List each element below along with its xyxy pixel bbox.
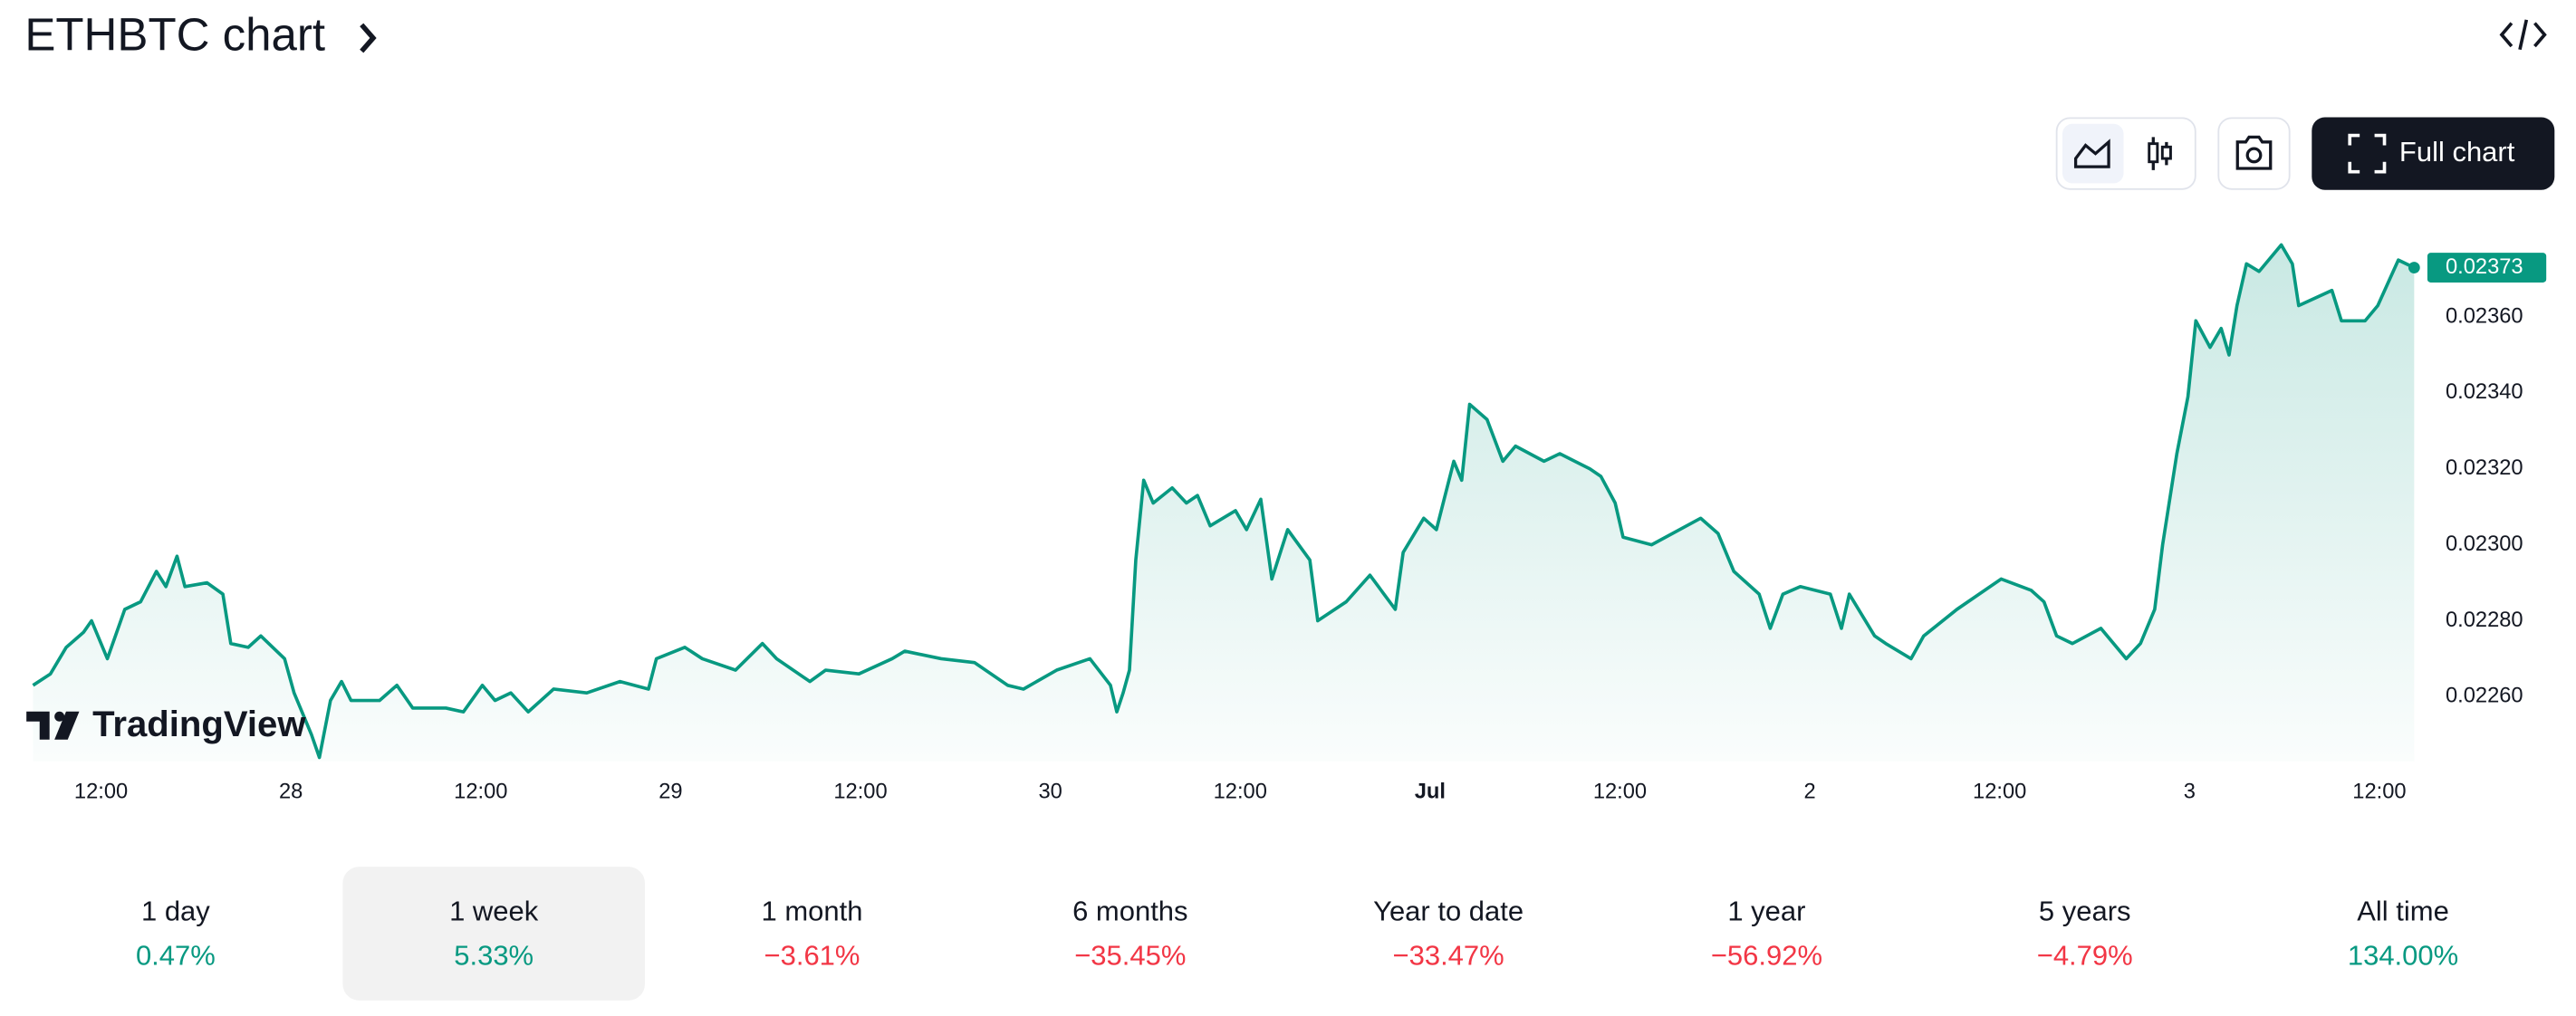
period-label: All time [2357,895,2449,926]
x-tick-label: 12:00 [74,780,128,803]
button-bg [2312,117,2555,190]
embed-button[interactable] [2499,19,2547,51]
period-tab[interactable]: 1 day 0.47% [136,895,216,971]
candle-icon-body [2160,145,2172,160]
last-value-badge [2427,253,2547,283]
candle-icon-body [2148,142,2159,164]
period-tab[interactable]: 1 month −3.61% [762,895,863,971]
header-link[interactable]: ETHBTC chart [24,8,377,60]
period-label: 1 month [762,895,863,926]
x-tick-label: 12:00 [1214,780,1267,803]
x-tick-label: 12:00 [2352,780,2406,803]
area-style-button[interactable] [2062,123,2124,184]
period-label: 6 months [1072,895,1187,926]
x-tick-label: 12:00 [1593,780,1647,803]
period-change: −56.92% [1711,940,1822,972]
period-change: −3.61% [764,940,860,972]
period-label: 1 year [1727,895,1805,926]
candle-style-button[interactable] [2148,137,2172,170]
selected-bg [2062,123,2124,184]
period-change: 5.33% [454,940,533,972]
x-tick-label: 28 [279,780,303,803]
period-change: −4.79% [2037,940,2133,972]
period-tab[interactable]: 1 week 5.33% [342,867,646,1001]
selected-bg [342,867,646,1001]
x-tick-label: Jul [1415,780,1446,803]
fullscreen-icon [2348,133,2387,174]
period-change: −35.45% [1074,940,1186,972]
snapshot-button[interactable] [2217,117,2291,190]
button-bg [2217,117,2291,190]
y-tick-label: 0.02260 [2446,685,2523,708]
area [33,244,2415,762]
period-bar: 1 day 0.47% 1 week 5.33% 1 month −3.61% 6 mont… [136,867,2458,1001]
x-tick-label: 12:00 [454,780,507,803]
period-tab[interactable]: 6 months −35.45% [1072,895,1187,971]
area-icon [2073,139,2110,168]
y-tick-label: 0.02300 [2446,532,2523,556]
x-tick-label: 12:00 [833,780,887,803]
logo-mark [54,711,80,740]
full-chart-button[interactable]: Full chart [2312,117,2555,190]
logo-mark [54,711,65,722]
period-label: Year to date [1373,895,1523,926]
period-tab[interactable]: 5 years −4.79% [2037,895,2133,971]
x-tick-label: 12:00 [1973,780,2026,803]
y-tick-label: 0.02280 [2446,609,2523,632]
period-label: 1 week [449,895,539,926]
x-tick-label: 30 [1038,780,1062,803]
last-point [2408,262,2420,273]
plot: 0.02260 0.02280 0.02300 0.02320 0.02340 0.023… [32,243,2547,803]
chevron-icon [360,23,377,53]
last-value-label: 0.02373 [2446,255,2523,279]
y-tick-label: 0.02320 [2446,456,2523,480]
period-tab[interactable]: 1 year −56.92% [1711,895,1822,971]
watermark-text: TradingView [92,704,306,744]
code-icon [2499,19,2547,51]
y-tick-label: 0.02360 [2446,304,2523,328]
y-tick-label: 0.02340 [2446,380,2523,404]
x-tick-label: 29 [658,780,682,803]
period-change: 0.47% [136,940,216,972]
button-label: Full chart [2399,136,2515,168]
watermark: TradingView [26,704,306,744]
camera-icon [2235,135,2273,170]
x-tick-label: 3 [2184,780,2196,803]
logo-mark [26,711,50,740]
period-tab[interactable]: All time 134.00% [2348,895,2458,971]
period-label: 1 day [141,895,210,926]
period-label: 5 years [2039,895,2131,926]
page-title: ETHBTC chart [24,8,325,60]
period-change: 134.00% [2348,940,2458,972]
period-change: −33.47% [1393,940,1504,972]
x-tick-label: 2 [1803,780,1815,803]
period-tab[interactable]: Year to date −33.47% [1373,895,1523,971]
price-line [32,243,2416,760]
camera-lens [2245,147,2263,164]
